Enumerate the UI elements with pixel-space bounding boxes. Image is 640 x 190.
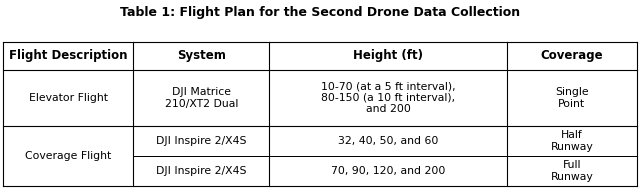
Text: Elevator Flight: Elevator Flight (29, 93, 108, 103)
Text: Table 1: Flight Plan for the Second Drone Data Collection: Table 1: Flight Plan for the Second Dron… (120, 6, 520, 19)
Text: Height (ft): Height (ft) (353, 49, 423, 62)
Text: DJI Inspire 2/X4S: DJI Inspire 2/X4S (156, 166, 246, 176)
Text: Coverage Flight: Coverage Flight (25, 151, 111, 161)
Text: DJI Inspire 2/X4S: DJI Inspire 2/X4S (156, 136, 246, 146)
Text: Flight Description: Flight Description (9, 49, 127, 62)
Text: Full
Runway: Full Runway (550, 160, 593, 182)
Text: 32, 40, 50, and 60: 32, 40, 50, and 60 (338, 136, 438, 146)
Text: 10-70 (at a 5 ft interval),
80-150 (a 10 ft interval),
and 200: 10-70 (at a 5 ft interval), 80-150 (a 10… (321, 81, 456, 114)
Text: Half
Runway: Half Runway (550, 130, 593, 151)
Text: System: System (177, 49, 226, 62)
Text: Single
Point: Single Point (555, 87, 589, 108)
Text: 70, 90, 120, and 200: 70, 90, 120, and 200 (331, 166, 445, 176)
Text: DJI Matrice
210/XT2 Dual: DJI Matrice 210/XT2 Dual (164, 87, 238, 108)
Text: Coverage: Coverage (541, 49, 603, 62)
